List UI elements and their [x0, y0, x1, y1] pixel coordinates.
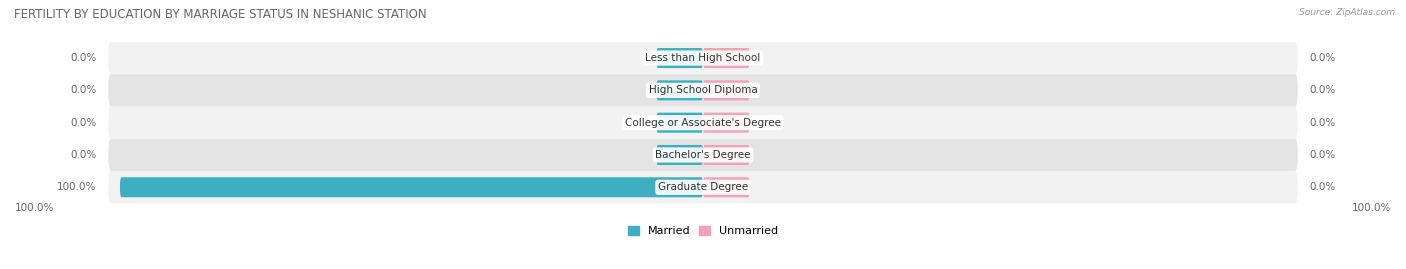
Text: 100.0%: 100.0% — [15, 203, 55, 213]
FancyBboxPatch shape — [703, 80, 749, 100]
Text: 0.0%: 0.0% — [1309, 85, 1336, 95]
FancyBboxPatch shape — [703, 177, 749, 197]
FancyBboxPatch shape — [703, 145, 749, 165]
Legend: Married, Unmarried: Married, Unmarried — [627, 226, 779, 236]
FancyBboxPatch shape — [657, 80, 703, 100]
Text: 0.0%: 0.0% — [70, 118, 97, 128]
Text: 0.0%: 0.0% — [70, 53, 97, 63]
Text: Graduate Degree: Graduate Degree — [658, 182, 748, 192]
FancyBboxPatch shape — [120, 177, 703, 197]
FancyBboxPatch shape — [108, 107, 1298, 139]
FancyBboxPatch shape — [703, 113, 749, 133]
FancyBboxPatch shape — [108, 171, 1298, 203]
Text: 0.0%: 0.0% — [1309, 182, 1336, 192]
Text: 100.0%: 100.0% — [1351, 203, 1391, 213]
Text: Source: ZipAtlas.com: Source: ZipAtlas.com — [1299, 8, 1395, 17]
FancyBboxPatch shape — [657, 113, 703, 133]
Text: 100.0%: 100.0% — [58, 182, 97, 192]
FancyBboxPatch shape — [108, 42, 1298, 74]
Text: Less than High School: Less than High School — [645, 53, 761, 63]
FancyBboxPatch shape — [108, 139, 1298, 171]
Text: 0.0%: 0.0% — [1309, 53, 1336, 63]
Text: 0.0%: 0.0% — [1309, 150, 1336, 160]
Text: 0.0%: 0.0% — [70, 85, 97, 95]
Text: Bachelor's Degree: Bachelor's Degree — [655, 150, 751, 160]
Text: FERTILITY BY EDUCATION BY MARRIAGE STATUS IN NESHANIC STATION: FERTILITY BY EDUCATION BY MARRIAGE STATU… — [14, 8, 426, 21]
Text: 0.0%: 0.0% — [1309, 118, 1336, 128]
Text: High School Diploma: High School Diploma — [648, 85, 758, 95]
FancyBboxPatch shape — [703, 48, 749, 68]
Text: 0.0%: 0.0% — [70, 150, 97, 160]
FancyBboxPatch shape — [657, 48, 703, 68]
FancyBboxPatch shape — [108, 74, 1298, 107]
FancyBboxPatch shape — [657, 145, 703, 165]
Text: College or Associate's Degree: College or Associate's Degree — [626, 118, 780, 128]
